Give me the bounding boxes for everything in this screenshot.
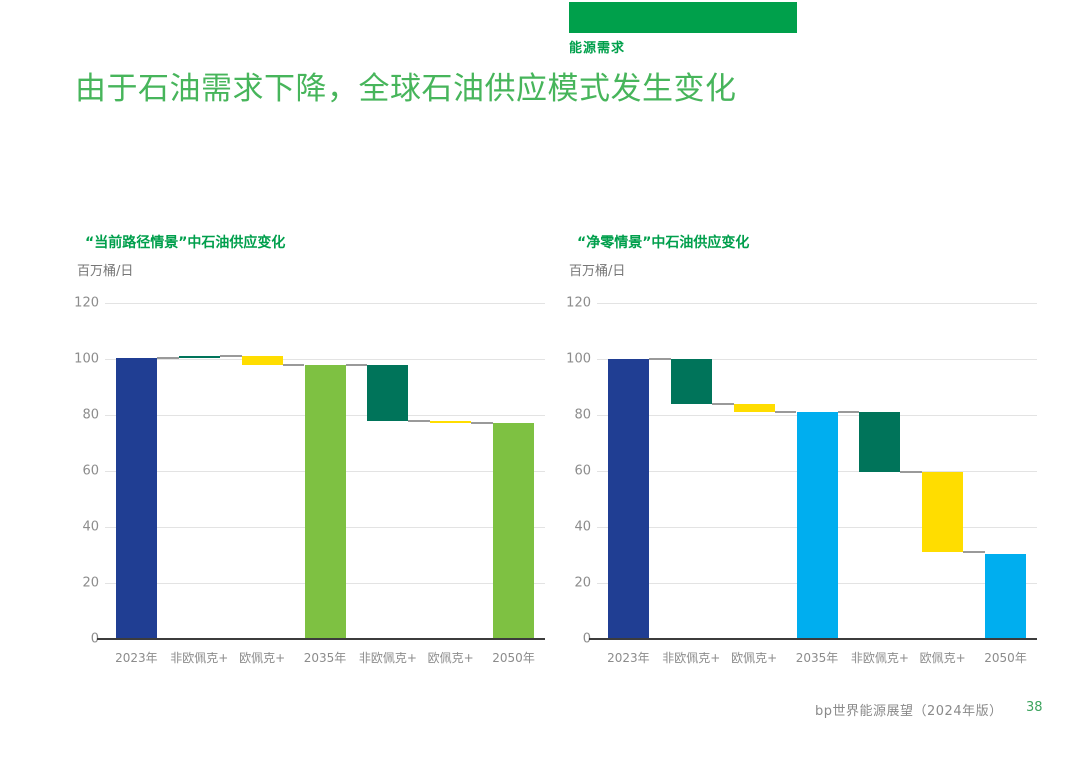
y-tick-label: 120: [74, 295, 99, 311]
x-category-label: 欧佩克+: [239, 651, 286, 665]
gridline: [597, 359, 1037, 360]
waterfall-bar: [493, 423, 535, 639]
x-category-label: 2050年: [492, 651, 535, 665]
chart-plot-area: 0 20 40 60 80 100 120 2023年 非欧佩克+ 欧佩克+ 2035年 非欧佩克+ 欧…: [74, 296, 545, 665]
chart-plot-area: 0 20 40 60 80 100 120 2023年 非欧佩克+ 欧佩克+ 2035年 非欧佩克+ 欧…: [566, 296, 1037, 665]
waterfall-bar: [115, 357, 157, 639]
y-tick-label: 100: [74, 351, 99, 367]
y-tick-label: 60: [574, 463, 591, 479]
page-title: 由于石油需求下降，全球石油供应模式发生变化: [75, 71, 737, 107]
y-tick-label: 20: [82, 575, 99, 591]
x-category-label: 非欧佩克+: [850, 651, 909, 665]
footer-source: bp世界能源展望（2024年版）: [815, 704, 1003, 719]
waterfall-connector: [963, 551, 986, 554]
footer-page-number: 38: [1026, 700, 1043, 715]
chart-unit-label: 百万桶/日: [569, 264, 626, 279]
waterfall-connector: [345, 363, 368, 366]
gridline: [105, 359, 545, 360]
gridline: [105, 303, 545, 304]
x-category-label: 欧佩克+: [919, 651, 966, 665]
x-axis-line: [589, 638, 1037, 640]
x-category-label: 2035年: [795, 651, 839, 665]
y-tick-label: 40: [574, 519, 591, 535]
waterfall-connector: [774, 411, 797, 414]
section-tab-label: 能源需求: [569, 41, 626, 56]
x-category-label: 非欧佩克+: [170, 651, 229, 665]
y-tick-label: 80: [574, 407, 591, 423]
waterfall-bar: [796, 412, 838, 639]
x-category-label: 非欧佩克+: [662, 651, 721, 665]
waterfall-bar: [670, 359, 712, 404]
chart-current-trajectory: “当前路径情景”中石油供应变化 百万桶/日 0 20 40 60 80 100 120 202…: [74, 232, 565, 702]
waterfall-bar: [733, 403, 775, 413]
x-category-label: 2023年: [607, 651, 650, 665]
waterfall-bar: [241, 356, 283, 365]
y-tick-label: 120: [566, 295, 591, 311]
waterfall-connector: [471, 422, 494, 425]
waterfall-bar: [367, 364, 409, 421]
chart-title: “当前路径情景”中石油供应变化: [85, 235, 286, 251]
y-tick-label: 20: [574, 575, 591, 591]
waterfall-connector: [900, 471, 923, 474]
waterfall-connector: [648, 358, 671, 360]
y-tick-label: 0: [582, 631, 591, 647]
y-tick-label: 100: [566, 351, 591, 367]
gridline: [597, 303, 1037, 304]
waterfall-bar: [607, 359, 649, 639]
x-category-label: 非欧佩克+: [358, 651, 417, 665]
x-category-label: 2023年: [115, 651, 158, 665]
waterfall-connector: [282, 363, 305, 366]
waterfall-bar: [922, 472, 964, 553]
waterfall-bar: [859, 412, 901, 473]
waterfall-bar: [178, 356, 220, 359]
section-tab: [569, 2, 797, 33]
waterfall-bar: [985, 553, 1027, 639]
y-tick-label: 60: [82, 463, 99, 479]
x-axis-line: [97, 638, 545, 640]
waterfall-connector: [837, 411, 860, 414]
waterfall-connector: [408, 419, 431, 422]
waterfall-connector: [711, 402, 734, 405]
chart-unit-label: 百万桶/日: [77, 264, 134, 279]
x-category-label: 欧佩克+: [427, 651, 474, 665]
waterfall-bar: [430, 420, 472, 424]
x-category-label: 欧佩克+: [731, 651, 778, 665]
waterfall-connector: [156, 356, 179, 359]
chart-net-zero: “净零情景”中石油供应变化 百万桶/日 0 20 40 60 80 100 120 2023年…: [566, 232, 1057, 702]
y-tick-label: 0: [90, 631, 99, 647]
x-category-label: 2050年: [984, 651, 1027, 665]
chart-title: “净零情景”中石油供应变化: [577, 235, 750, 251]
x-category-label: 2035年: [303, 651, 347, 665]
waterfall-connector: [219, 355, 242, 358]
y-tick-label: 40: [82, 519, 99, 535]
waterfall-bar: [304, 364, 346, 639]
y-tick-label: 80: [82, 407, 99, 423]
